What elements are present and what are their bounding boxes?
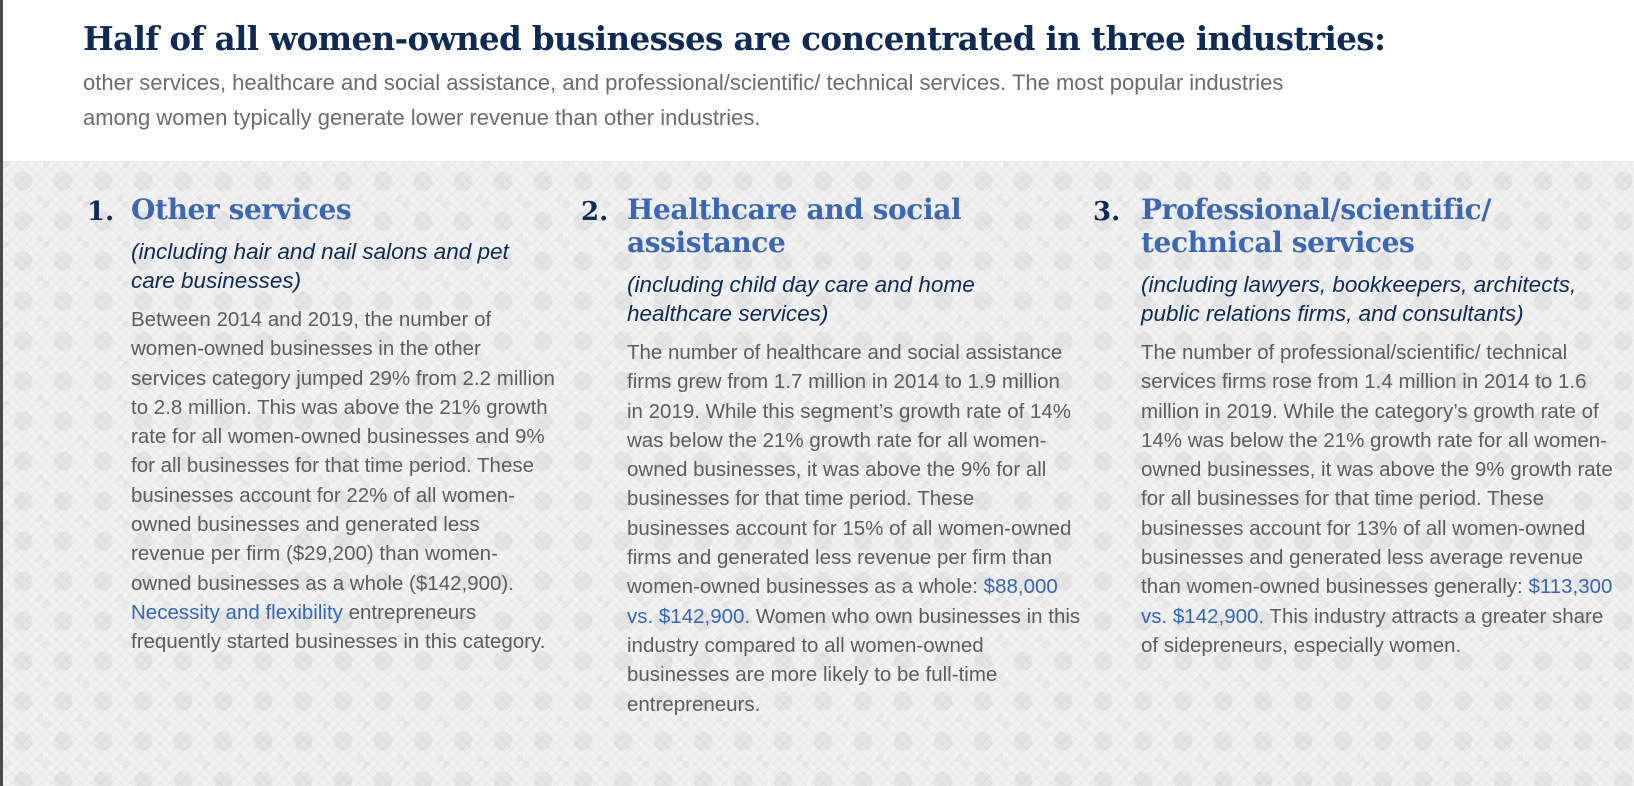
industry-subtitle: (including child day care and home healt… bbox=[627, 272, 975, 326]
industry-body-text: The number of professional/scientific/ t… bbox=[1141, 341, 1613, 599]
industry-body: The number of healthcare and social assi… bbox=[627, 338, 1081, 719]
industry-column-2: 2. Healthcare and social assistance (inc… bbox=[581, 193, 1081, 719]
industry-number: 3. bbox=[1093, 197, 1121, 227]
industry-title: Healthcare and social assistance bbox=[627, 193, 962, 259]
necessity-flexibility-link[interactable]: Necessity and flexibility bbox=[131, 600, 343, 624]
industry-subtitle: (including lawyers, bookkeepers, archite… bbox=[1141, 272, 1577, 326]
left-border-rule bbox=[0, 0, 3, 786]
industry-body-text: The number of healthcare and social assi… bbox=[627, 341, 1072, 599]
revenue-comparison-link[interactable]: $113,300 vs. $142,900. bbox=[1141, 575, 1613, 628]
industry-body-text-end: entrepreneurs frequently started busines… bbox=[131, 600, 546, 654]
industry-body-text-end: This industry attracts a greater share o… bbox=[1141, 604, 1604, 657]
industry-body-text-end: Women who own businesses in this industr… bbox=[627, 604, 1081, 716]
industry-body: The number of professional/scientific/ t… bbox=[1141, 338, 1613, 660]
page-headline: Half of all women-owned businesses are c… bbox=[83, 19, 1386, 58]
industry-body-text: Between 2014 and 2019, the number of wom… bbox=[131, 308, 555, 595]
industry-number: 1. bbox=[87, 197, 115, 227]
industry-body: Between 2014 and 2019, the number of wom… bbox=[131, 305, 557, 657]
industries-panel bbox=[3, 161, 1634, 786]
industry-subtitle: (including hair and nail salons and pet … bbox=[131, 239, 509, 293]
industry-number: 2. bbox=[581, 197, 609, 227]
industry-column-1: 1. Other services (including hair and na… bbox=[87, 193, 557, 657]
industry-title: Professional/scientific/ technical servi… bbox=[1141, 193, 1492, 259]
page-header: Half of all women-owned businesses are c… bbox=[83, 18, 1603, 135]
revenue-comparison-link[interactable]: $88,000 vs. $142,900. bbox=[627, 575, 1058, 628]
intro-paragraph: other services, healthcare and social as… bbox=[83, 70, 1284, 131]
industry-title: Other services bbox=[131, 193, 352, 226]
industry-column-3: 3. Professional/scientific/ technical se… bbox=[1093, 193, 1613, 660]
